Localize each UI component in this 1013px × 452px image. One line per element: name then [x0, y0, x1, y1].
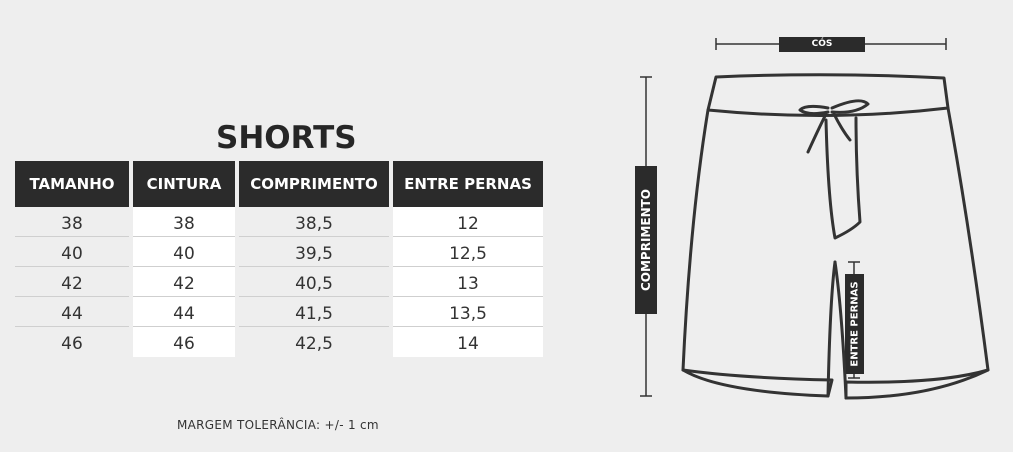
- table-cell: 39,5: [239, 237, 389, 267]
- waist-label-box: [779, 37, 865, 52]
- table-cell: 38,5: [239, 207, 389, 237]
- header-cintura: CINTURA: [133, 161, 235, 207]
- table-cell: 42: [133, 267, 235, 297]
- table-cell: 44: [133, 297, 235, 327]
- table-cell: 44: [15, 297, 129, 327]
- inseam-label-box: [845, 274, 864, 374]
- header-entre-pernas: ENTRE PERNAS: [393, 161, 543, 207]
- length-label-box: [635, 166, 657, 314]
- table-cell: 41,5: [239, 297, 389, 327]
- table-cell: 42: [15, 267, 129, 297]
- column-cintura: 38 40 42 44 46: [133, 207, 235, 357]
- page-title: SHORTS: [216, 120, 357, 156]
- table-cell: 13: [393, 267, 543, 297]
- header-comprimento: COMPRIMENTO: [239, 161, 389, 207]
- table-cell: 38: [133, 207, 235, 237]
- table-cell: 14: [393, 327, 543, 357]
- shorts-outline: [681, 73, 990, 400]
- table-cell: 38: [15, 207, 129, 237]
- table-cell: 40: [15, 237, 129, 267]
- table-cell: 12: [393, 207, 543, 237]
- waist-label: CÓS: [811, 39, 833, 49]
- table-cell: 42,5: [295, 334, 333, 354]
- table-cell: 46: [133, 327, 235, 357]
- tolerance-note: MARGEM TOLERÂNCIA: +/- 1 cm: [177, 418, 379, 432]
- inseam-label: ENTRE PERNAS: [849, 281, 861, 367]
- table-cell: 46: [61, 334, 83, 354]
- table-cell: 40,5: [239, 267, 389, 297]
- column-tamanho: 38 40 42 44 46: [15, 207, 129, 357]
- table-cell: 12,5: [393, 237, 543, 267]
- column-comprimento: 38,5 39,5 40,5 41,5 42,5: [239, 207, 389, 357]
- table-cell: 13,5: [393, 297, 543, 327]
- header-tamanho: TAMANHO: [15, 161, 129, 207]
- table-cell: 40: [133, 237, 235, 267]
- length-label: COMPRIMENTO: [639, 188, 653, 292]
- column-entre-pernas: 12 12,5 13 13,5 14: [393, 207, 543, 357]
